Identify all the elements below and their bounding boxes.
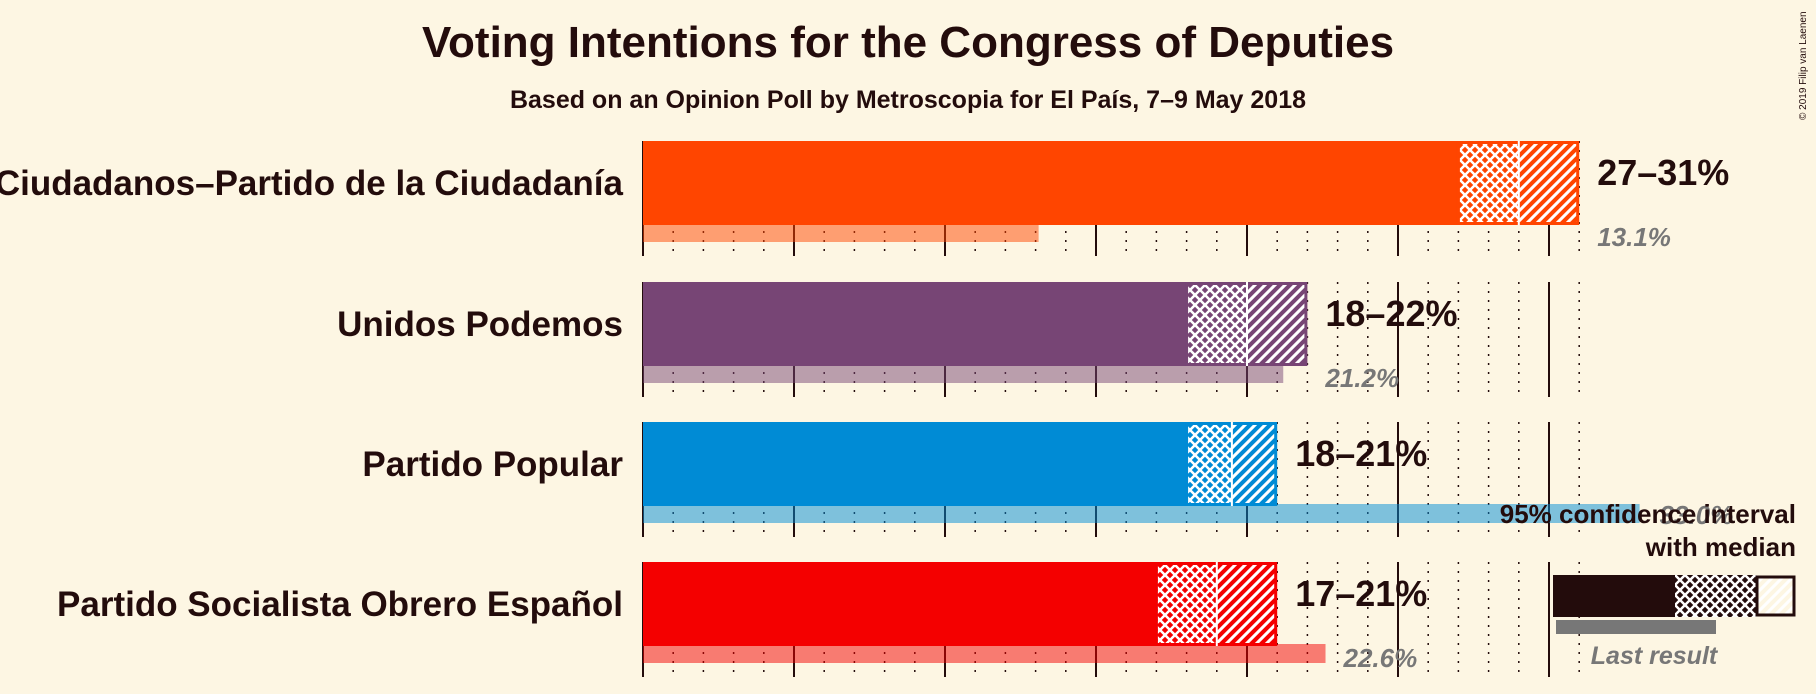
category-label: Partido Popular [362, 445, 623, 484]
category-label: Unidos Podemos [337, 305, 623, 344]
last-result-label: 21.2% [1324, 363, 1399, 393]
last-result-bar [643, 644, 1326, 663]
ci-upper-half-pattern [1231, 423, 1276, 505]
legend: 95% confidence interval with median Last… [1500, 499, 1796, 670]
ci-lower-half-pattern [1186, 422, 1232, 506]
ci-solid-bar [643, 422, 1187, 506]
last-result-bar [643, 223, 1039, 242]
last-result-label: 22.6% [1343, 643, 1418, 673]
legend-ci-hatch [1755, 575, 1796, 617]
bars-layer: Ciudadanos–Partido de la Ciudadanía 27–31… [0, 141, 1733, 673]
last-result-bar [643, 504, 1640, 523]
ci-range-label: 18–22% [1325, 293, 1457, 334]
legend-last-result-label: Last result [1591, 642, 1719, 670]
ci-upper-half-pattern [1216, 563, 1276, 645]
chart-title: Voting Intentions for the Congress of De… [421, 18, 1395, 67]
category-label: Ciudadanos–Partido de la Ciudadanía [0, 164, 624, 203]
category-label: Partido Socialista Obrero Español [57, 585, 623, 624]
legend-last-result-bar [1556, 620, 1716, 634]
legend-ci-label-line2: with median [1645, 532, 1796, 562]
legend-ci-solid [1553, 575, 1675, 617]
ci-solid-bar [643, 562, 1157, 646]
ci-lower-half-pattern [1156, 562, 1217, 646]
last-result-label: 13.1% [1597, 222, 1671, 252]
ci-upper-half-pattern [1247, 283, 1306, 365]
ci-range-label: 18–21% [1295, 433, 1427, 474]
ci-solid-bar [643, 141, 1459, 225]
legend-ci-label-line1: 95% confidence interval [1500, 499, 1796, 529]
ci-solid-bar [643, 282, 1187, 366]
ci-lower-half-pattern [1458, 141, 1519, 225]
legend-ci-cross-pattern [1675, 575, 1757, 617]
ci-lower-half-pattern [1186, 282, 1247, 366]
ci-upper-half-pattern [1518, 142, 1578, 224]
ci-range-label: 27–31% [1597, 152, 1729, 193]
ci-range-label: 17–21% [1295, 573, 1427, 614]
last-result-label: 33.0% [1660, 500, 1734, 530]
last-result-bar [643, 364, 1284, 383]
chart-subtitle: Based on an Opinion Poll by Metroscopia … [509, 86, 1307, 114]
